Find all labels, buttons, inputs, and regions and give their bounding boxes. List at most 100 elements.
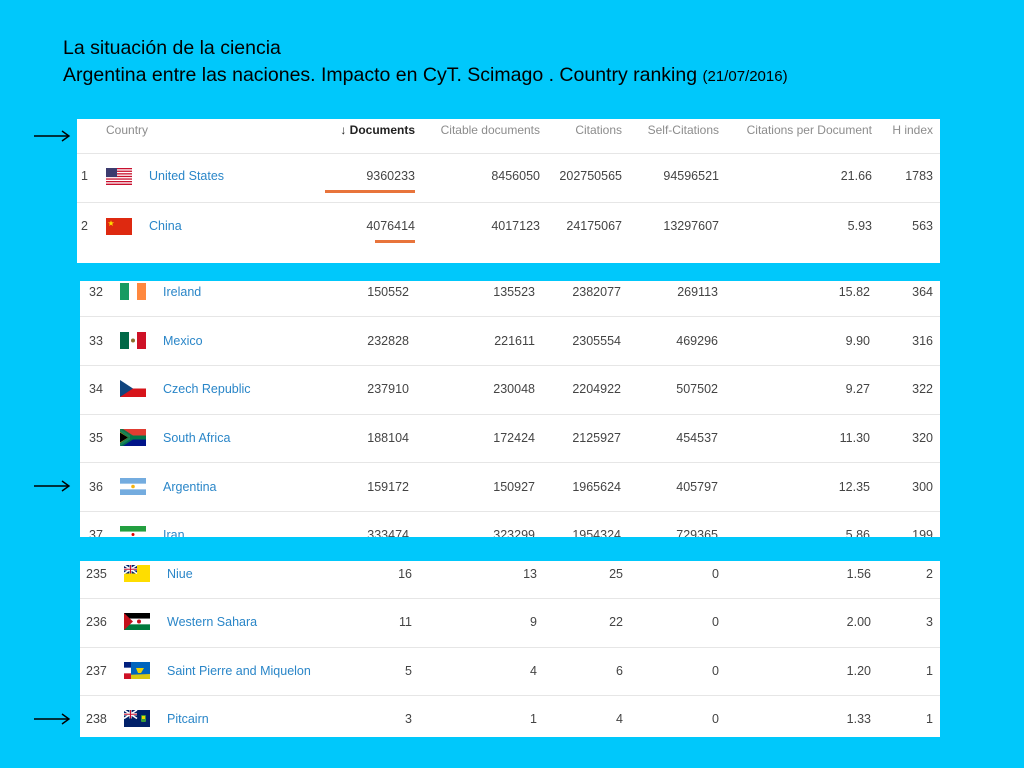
citations-value: 1965624 (572, 480, 621, 494)
us-flag-icon (106, 168, 132, 185)
country-link[interactable]: United States (149, 169, 225, 183)
czech-flag-icon (120, 380, 146, 397)
column-header-self-citations[interactable]: Self-Citations (647, 123, 719, 137)
cpd-value: 12.35 (838, 480, 870, 494)
citable-value: 230048 (493, 382, 535, 396)
country-link[interactable]: Pitcairn (167, 712, 209, 726)
country-link[interactable]: Mexico (163, 334, 203, 348)
h-index-value: 1783 (905, 169, 933, 183)
country-link[interactable]: Ireland (163, 285, 202, 299)
slide-subtitle: Argentina entre las naciones. Impacto en… (63, 64, 788, 87)
citations-value: 202750565 (559, 169, 622, 183)
citations-value: 2125927 (572, 431, 621, 445)
h-index-value: 300 (912, 480, 933, 494)
cpd-value: 11.30 (839, 431, 870, 445)
rank: 1 (81, 169, 88, 183)
rank: 34 (89, 382, 103, 396)
subtitle-date: (21/07/2016) (702, 68, 788, 85)
ranking-table-top: Country ↓ Documents Citable documents Ci… (77, 119, 940, 263)
documents-bar (375, 240, 415, 243)
self-citations-value: 0 (712, 664, 719, 678)
documents-value: 159172 (367, 480, 409, 494)
niue-flag-icon (124, 565, 150, 582)
documents-value: 232828 (367, 334, 409, 348)
rank: 236 (86, 615, 107, 629)
citable-value: 4 (530, 664, 537, 678)
h-index-value: 2 (926, 567, 933, 581)
citations-value: 24175067 (566, 219, 622, 233)
column-header-citations[interactable]: Citations (575, 123, 622, 137)
country-link[interactable]: Saint Pierre and Miquelon (167, 664, 311, 678)
subtitle-text: Argentina entre las naciones. Impacto en… (63, 64, 698, 86)
country-link[interactable]: South Africa (163, 431, 231, 445)
documents-value: 5 (405, 664, 412, 678)
column-header-documents[interactable]: ↓ Documents (340, 123, 415, 137)
self-citations-value: 469296 (676, 334, 718, 348)
self-citations-value: 13297607 (663, 219, 719, 233)
citable-value: 13 (523, 567, 537, 581)
documents-value: 9360233 (366, 169, 415, 183)
rank: 33 (89, 334, 103, 348)
sort-arrow-icon: ↓ (340, 123, 347, 137)
cpd-value: 1.20 (846, 664, 871, 678)
citations-value: 2305554 (572, 334, 621, 348)
rank: 37 (89, 528, 103, 537)
citable-value: 150927 (493, 480, 535, 494)
citable-value: 8456050 (491, 169, 540, 183)
documents-value: 188104 (367, 431, 409, 445)
cpd-value: 1.56 (846, 567, 871, 581)
citable-value: 221611 (494, 334, 535, 348)
self-citations-value: 454537 (676, 431, 718, 445)
self-citations-value: 0 (712, 712, 719, 726)
column-header-citable[interactable]: Citable documents (440, 123, 540, 137)
country-link[interactable]: Iran (163, 528, 185, 537)
documents-bar (325, 190, 415, 193)
h-index-value: 199 (912, 528, 933, 537)
citations-value: 2382077 (572, 285, 621, 299)
h-index-value: 322 (912, 382, 933, 396)
h-index-value: 563 (912, 219, 933, 233)
column-header-cpd[interactable]: Citations per Document (746, 123, 872, 137)
cpd-value: 5.93 (847, 219, 872, 233)
h-index-value: 1 (926, 712, 933, 726)
documents-value: 150552 (367, 285, 409, 299)
cpd-value: 15.82 (838, 285, 870, 299)
citable-value: 172424 (493, 431, 535, 445)
self-citations-value: 507502 (676, 382, 718, 396)
right-arrow-icon (34, 130, 71, 142)
citations-value: 4 (616, 712, 623, 726)
ranking-table-middle: 32 Ireland 150552 135523 2382077 269113 … (80, 281, 940, 537)
column-header-h-index[interactable]: H index (892, 123, 933, 137)
cpd-value: 5.86 (845, 528, 870, 537)
cpd-value: 21.66 (840, 169, 872, 183)
slide-title: La situación de la ciencia (63, 37, 281, 59)
cpd-value: 9.27 (845, 382, 870, 396)
citable-value: 9 (530, 615, 537, 629)
citable-value: 1 (530, 712, 537, 726)
citations-value: 22 (609, 615, 623, 629)
table-header: Country ↓ Documents Citable documents Ci… (77, 123, 940, 147)
ranking-table-bottom: 235 Niue 16 13 25 0 1.56 2 236 Western S… (80, 561, 940, 737)
citable-value: 135523 (493, 285, 535, 299)
mexico-flag-icon (120, 332, 146, 349)
argentina-flag-icon (120, 478, 146, 495)
self-citations-value: 405797 (676, 480, 718, 494)
self-citations-value: 0 (712, 615, 719, 629)
country-link[interactable]: Argentina (163, 480, 217, 494)
country-link[interactable]: Czech Republic (163, 382, 251, 396)
citations-value: 25 (609, 567, 623, 581)
column-header-documents-label: Documents (349, 123, 415, 137)
south-africa-flag-icon (120, 429, 146, 446)
documents-value: 333474 (367, 528, 409, 537)
iran-flag-icon (120, 526, 146, 537)
cpd-value: 9.90 (845, 334, 870, 348)
citations-value: 1954324 (572, 528, 621, 537)
documents-value: 4076414 (366, 219, 415, 233)
rank: 35 (89, 431, 103, 445)
country-link[interactable]: Niue (167, 567, 193, 581)
country-link[interactable]: China (149, 219, 182, 233)
column-header-country[interactable]: Country (106, 123, 149, 137)
self-citations-value: 269113 (677, 285, 718, 299)
right-arrow-icon (34, 480, 71, 492)
country-link[interactable]: Western Sahara (167, 615, 258, 629)
